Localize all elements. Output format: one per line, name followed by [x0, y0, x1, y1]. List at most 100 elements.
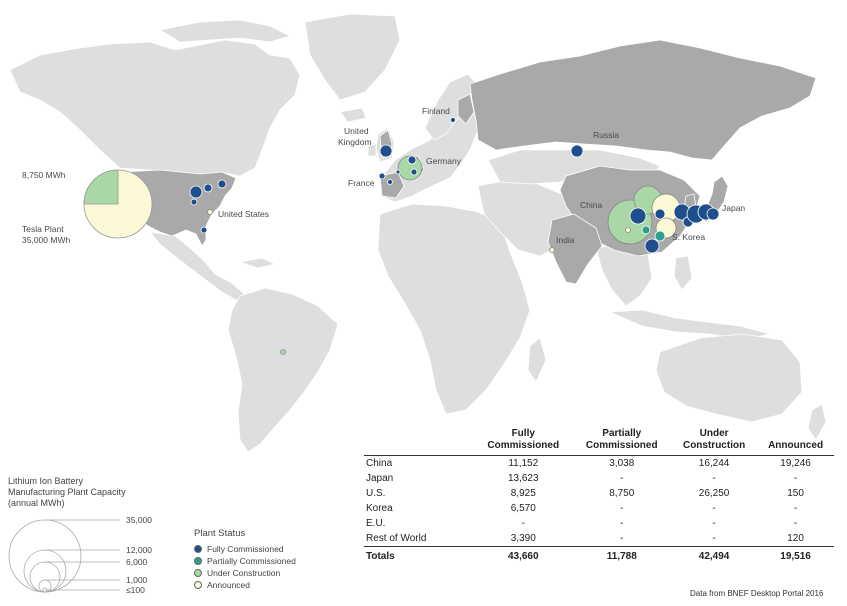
totals-cell: 42,494: [698, 551, 730, 562]
bubble-us-4: [190, 198, 198, 206]
bubble-tesla-partial: [83, 169, 119, 205]
land-caribbean: [239, 257, 277, 269]
header-cell: Partially Commissioned: [585, 428, 658, 451]
totals-cell: 11,788: [606, 551, 637, 562]
land-iceland: [339, 107, 367, 123]
label-germany: Germany: [426, 156, 462, 166]
bubble-china-fc-3: [654, 208, 666, 220]
label-japan: Japan: [722, 203, 745, 213]
table-row: Rest of World 3,390 - - 120: [364, 531, 834, 547]
header-cell: Under Construction: [682, 428, 746, 451]
header-cell: Announced: [768, 440, 824, 451]
row-label: E.U.: [366, 518, 386, 529]
bubble-us-1: [189, 185, 203, 199]
table-row: China 11,152 3,038 16,244 19,246: [364, 456, 834, 472]
bubble-brazil: [280, 349, 286, 355]
bubble-us-2: [203, 183, 213, 193]
status-item-partially-commissioned: Partially Commissioned: [194, 555, 344, 567]
land-finland: [457, 93, 475, 125]
label-united-kingdom-2: Kingdom: [338, 137, 372, 147]
row-label: China: [366, 458, 393, 469]
tesla-partial-value: 8,750 MWh: [22, 170, 66, 180]
table-row: E.U. - - - -: [364, 516, 834, 531]
legend-circle-12000: [23, 549, 67, 593]
bubble-japan-3: [706, 207, 720, 221]
table-cell: 8,750: [609, 488, 635, 499]
land-ireland: [367, 143, 377, 157]
capacity-legend-graphic: 35,000 12,000 6,000 1,000 ≤100: [8, 515, 152, 595]
status-swatch: [194, 569, 202, 577]
bubble-us-3: [217, 179, 227, 189]
bubble-france-2: [387, 179, 393, 185]
bubble-france-1: [378, 172, 386, 180]
totals-label: Totals: [366, 551, 395, 562]
label-france: France: [348, 178, 375, 188]
row-label: Japan: [366, 473, 394, 484]
bubble-china-fc-1: [629, 207, 647, 225]
table-row: U.S. 8,925 8,750 26,250 150: [364, 486, 834, 501]
table-cell: 3,038: [609, 458, 635, 469]
table-cell: -: [793, 473, 798, 484]
label-india: India: [556, 235, 575, 245]
land-south-america: [227, 287, 339, 453]
table-cell: -: [620, 503, 624, 514]
table-cell: 13,623: [507, 473, 539, 484]
table-cell: 16,244: [698, 458, 730, 469]
land-indonesia: [609, 309, 771, 341]
table-cell: 120: [787, 533, 804, 544]
table-cell: 11,152: [508, 458, 539, 469]
table-cell: -: [712, 503, 716, 514]
bubble-germany-2: [410, 168, 418, 176]
land-france: [379, 171, 405, 199]
land-madagascar: [527, 337, 547, 383]
legend-size-35000: 35,000: [126, 515, 152, 525]
row-label: Korea: [366, 503, 393, 514]
capacity-title-line: (annual MWh): [8, 498, 65, 508]
status-swatch: [194, 581, 202, 589]
table-cell: -: [620, 533, 624, 544]
status-item-announced: Announced: [194, 579, 344, 591]
label-united-states: United States: [218, 209, 269, 219]
land-africa: [377, 203, 531, 415]
bubble-us-5: [207, 209, 213, 215]
table-cell: 6,570: [510, 503, 536, 514]
legend-size-6000: 6,000: [126, 557, 148, 567]
row-label: U.S.: [366, 488, 386, 499]
bubble-us-6: [200, 226, 208, 234]
status-label: Announced: [207, 580, 251, 590]
source-note: Data from BNEF Desktop Portal 2016: [690, 589, 824, 598]
bubble-uk: [379, 144, 393, 158]
status-label: Fully Commissioned: [207, 544, 284, 554]
table-cell: -: [712, 518, 716, 529]
land-new-zealand: [807, 403, 827, 441]
label-russia: Russia: [593, 130, 619, 140]
table-cell: -: [712, 533, 716, 544]
totals-cell: 19,516: [780, 551, 811, 562]
bubble-china-sm-1: [625, 227, 631, 233]
bubble-finland: [450, 117, 456, 123]
totals-row: Totals 43,660 11,788 42,494 19,516: [364, 546, 834, 565]
header-cell: Fully Commissioned: [487, 428, 560, 451]
table-cell: 150: [787, 488, 804, 499]
land-philippines: [673, 255, 693, 291]
capacity-title-line: Lithium Ion Battery: [8, 476, 84, 486]
legend-size-1000: 1,000: [126, 575, 148, 585]
plant-status-legend: Plant Status Fully Commissioned Partiall…: [194, 528, 344, 591]
row-label: Rest of World: [366, 533, 427, 544]
capacity-legend-title: Lithium Ion Battery Manufacturing Plant …: [8, 476, 168, 509]
label-s-korea: S. Korea: [672, 232, 705, 242]
plant-status-title: Plant Status: [194, 528, 246, 539]
tesla-plant-name: Tesla Plant: [22, 224, 64, 234]
tesla-plant-value: 35,000 MWh: [22, 235, 70, 245]
table-cell: 19,246: [780, 458, 811, 469]
table-cell: -: [793, 518, 798, 529]
land-russia: [469, 39, 817, 161]
legend-circle-6000: [29, 561, 61, 593]
label-china: China: [580, 200, 602, 210]
table-row: Korea 6,570 - - -: [364, 501, 834, 516]
label-finland: Finland: [422, 106, 450, 116]
capacity-legend: Lithium Ion Battery Manufacturing Plant …: [8, 476, 188, 601]
country-labels: Finland Russia United Kingdom Germany Fr…: [22, 106, 745, 245]
status-label: Partially Commissioned: [207, 556, 296, 566]
